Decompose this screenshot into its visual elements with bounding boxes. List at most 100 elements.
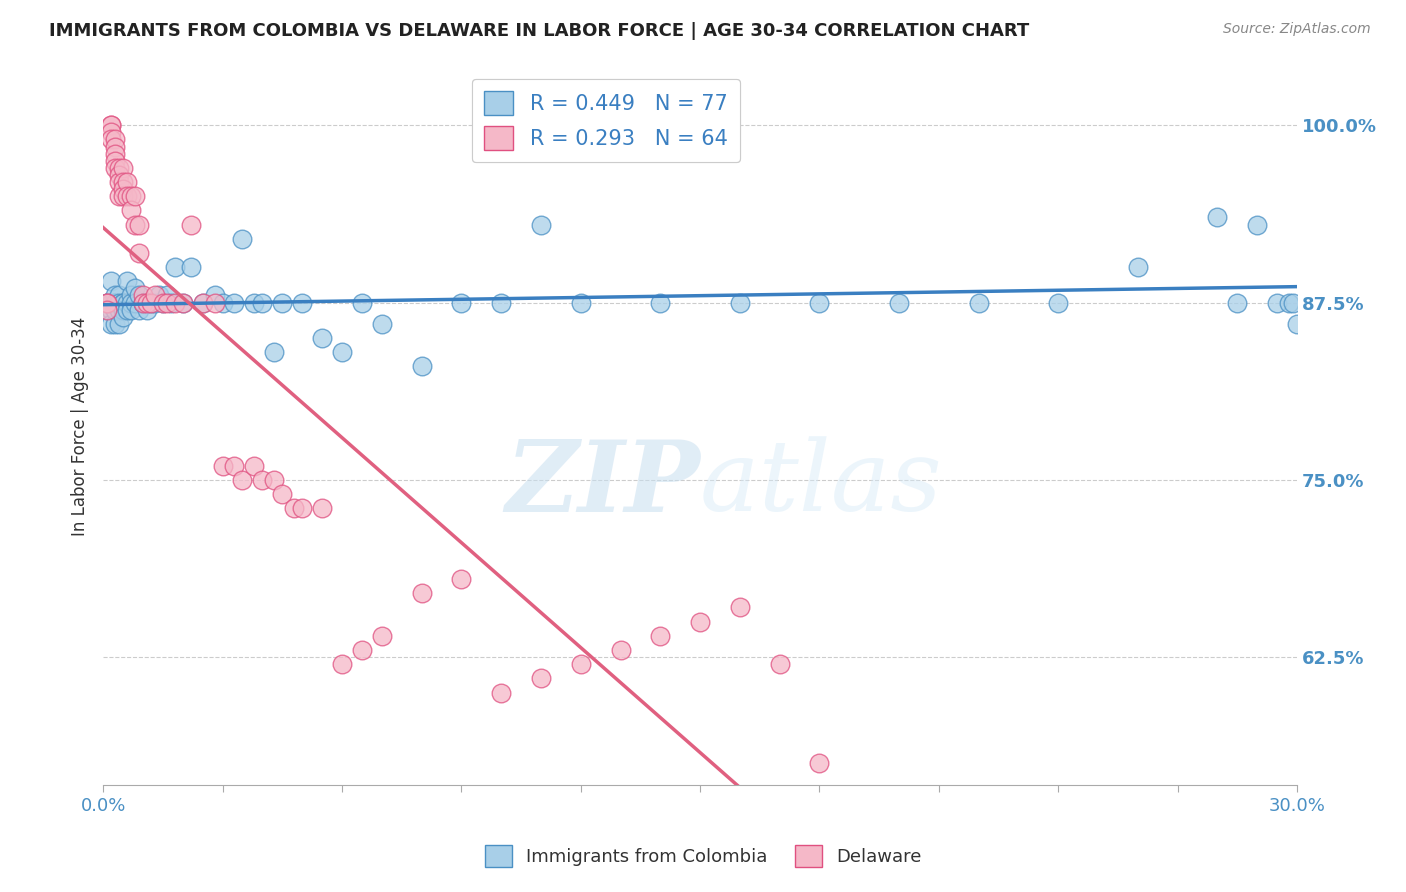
Point (450, 572, 472, 586)
Point (104, 288, 127, 302)
Point (263, 345, 285, 359)
Point (112, 295, 135, 310)
Point (135, 295, 157, 310)
Point (96, 295, 118, 310)
Point (104, 317, 127, 331)
Point (283, 501, 305, 516)
Point (100, 125, 122, 139)
Point (263, 473, 285, 487)
Point (100, 317, 122, 331)
Point (204, 288, 226, 302)
Point (120, 302, 142, 317)
Legend: R = 0.449   N = 77, R = 0.293   N = 64: R = 0.449 N = 77, R = 0.293 N = 64 (472, 78, 741, 162)
Point (120, 189, 142, 203)
Point (112, 302, 135, 317)
Point (243, 295, 266, 310)
Point (96, 295, 118, 310)
Point (330, 345, 353, 359)
Point (311, 331, 333, 345)
Point (569, 657, 592, 672)
Point (108, 295, 131, 310)
Point (152, 295, 174, 310)
Point (204, 295, 226, 310)
Text: IMMIGRANTS FROM COLOMBIA VS DELAWARE IN LABOR FORCE | AGE 30-34 CORRELATION CHAR: IMMIGRANTS FROM COLOMBIA VS DELAWARE IN … (49, 22, 1029, 40)
Point (163, 260, 186, 274)
Point (100, 274, 122, 288)
Text: atlas: atlas (700, 436, 943, 532)
Point (139, 295, 162, 310)
Point (967, 295, 990, 310)
Point (156, 295, 179, 310)
Point (650, 629, 672, 643)
Point (211, 295, 233, 310)
Point (132, 295, 155, 310)
Point (120, 288, 142, 302)
Point (139, 295, 162, 310)
Point (1206, 211, 1229, 225)
Point (252, 295, 274, 310)
Point (128, 302, 150, 317)
Point (172, 295, 194, 310)
Point (112, 182, 135, 196)
Point (143, 288, 166, 302)
Point (104, 146, 127, 161)
Point (728, 600, 751, 615)
Point (489, 685, 512, 699)
Point (271, 487, 294, 501)
Point (124, 281, 146, 295)
Point (450, 295, 472, 310)
Point (1286, 317, 1309, 331)
Point (120, 203, 142, 218)
Point (231, 232, 253, 246)
Point (100, 132, 122, 146)
Point (148, 288, 170, 302)
Point (411, 359, 433, 374)
Point (100, 118, 122, 132)
Point (104, 161, 127, 175)
Point (120, 295, 142, 310)
Point (108, 302, 131, 317)
Point (96, 295, 118, 310)
Point (1226, 295, 1249, 310)
Point (128, 246, 150, 260)
Point (104, 302, 127, 317)
Point (128, 218, 150, 232)
Point (489, 295, 512, 310)
Point (124, 189, 146, 203)
Point (112, 161, 135, 175)
Point (152, 295, 174, 310)
Point (115, 175, 138, 189)
Point (224, 295, 246, 310)
Point (96, 302, 118, 317)
Point (108, 168, 131, 182)
Point (132, 295, 155, 310)
Text: Source: ZipAtlas.com: Source: ZipAtlas.com (1223, 22, 1371, 37)
Point (1126, 260, 1149, 274)
Point (159, 295, 181, 310)
Point (609, 643, 631, 657)
Point (224, 458, 246, 473)
Point (180, 260, 202, 274)
Point (124, 295, 146, 310)
Point (243, 458, 266, 473)
Point (112, 175, 135, 189)
Point (115, 295, 138, 310)
Point (252, 473, 274, 487)
Point (350, 643, 373, 657)
Point (115, 302, 138, 317)
Point (291, 295, 314, 310)
Point (808, 295, 831, 310)
Point (1246, 218, 1268, 232)
Point (96, 295, 118, 310)
Point (808, 756, 831, 771)
Point (350, 295, 373, 310)
Point (769, 657, 792, 672)
Point (370, 629, 392, 643)
Point (132, 295, 155, 310)
Point (191, 295, 214, 310)
Point (124, 218, 146, 232)
Point (104, 153, 127, 168)
Point (156, 288, 179, 302)
Point (650, 295, 672, 310)
Point (108, 189, 131, 203)
